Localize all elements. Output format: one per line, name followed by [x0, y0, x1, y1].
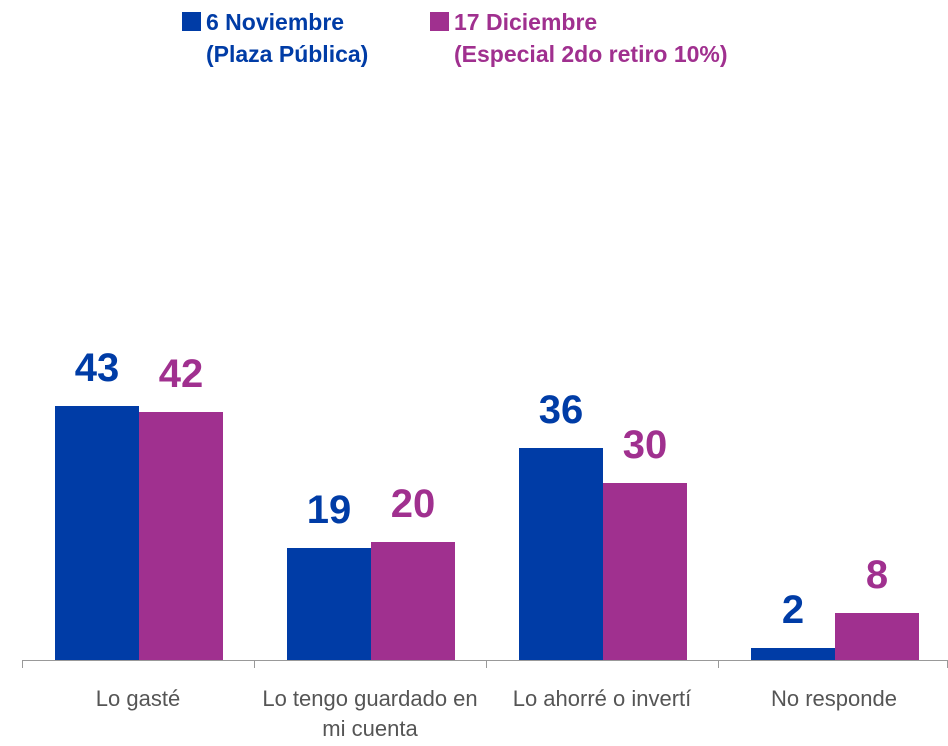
bar — [371, 542, 455, 660]
value-label: 8 — [865, 552, 889, 597]
bar — [835, 612, 919, 660]
legend-label: 6 Noviembre (Plaza Pública) — [206, 9, 369, 67]
bar — [139, 412, 223, 660]
x-tick-label: No responde — [771, 686, 897, 711]
x-tick-label: Lo gasté — [95, 686, 181, 711]
tick-mark — [22, 660, 23, 668]
x-tick-label: Lo ahorré o invertí — [512, 686, 692, 711]
legend-label: 17 Diciembre (Especial 2do retiro 10%) — [454, 9, 728, 67]
bar — [55, 406, 139, 660]
bar — [287, 547, 371, 660]
value-label: 19 — [306, 487, 352, 532]
value-label: 42 — [158, 352, 204, 397]
x-tick-label: Lo tengo guardado en mi cuenta — [262, 686, 478, 741]
value-label: 43 — [74, 346, 120, 391]
bar — [751, 648, 835, 660]
legend-swatch — [182, 12, 201, 31]
bar — [519, 447, 603, 660]
value-label: 20 — [390, 482, 436, 526]
legend-swatch — [430, 12, 449, 31]
value-label: 36 — [538, 387, 584, 432]
value-label: 2 — [781, 588, 805, 633]
axis-line — [22, 660, 948, 661]
bar — [603, 483, 687, 660]
tick-mark — [254, 660, 255, 668]
tick-mark — [718, 660, 719, 668]
tick-mark — [486, 660, 487, 668]
value-label: 30 — [622, 423, 668, 467]
